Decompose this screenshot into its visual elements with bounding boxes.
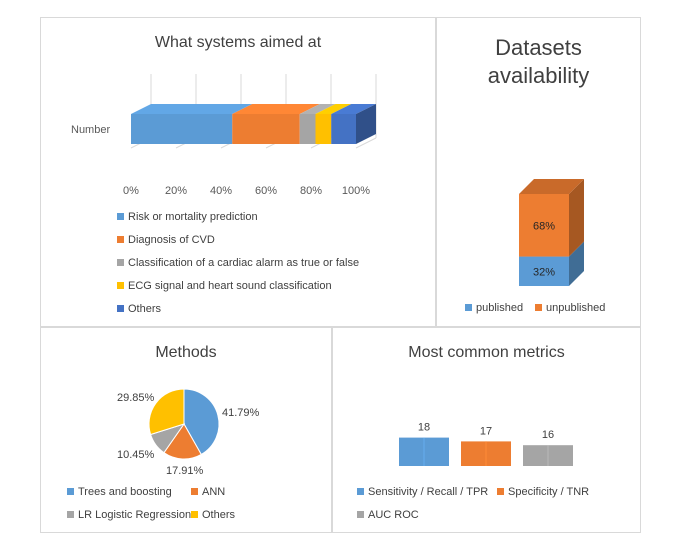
bar-segment-classification-of-a-cardiac-alarm-as-true-or-false [299,104,336,144]
bar-front-face [315,114,332,144]
x-tick-label: 0% [123,185,139,197]
slice-label: 17.91% [166,465,204,477]
legend-label: published [476,302,524,314]
metrics-chart-panel: Most common metrics 18 17 16 Sensitivity /… [332,327,641,533]
legend-label: ANN [202,486,226,498]
aims-chart-plot: 0% 20% 40% 60% 80% 100% Number [71,74,377,197]
legend-label: unpublished [546,302,606,314]
bar-top-face [299,104,336,114]
methods-legend-trees-and-boosting: Trees and boosting [67,486,172,498]
legend-swatch [117,304,124,312]
bar-side-face [569,241,584,286]
legend-label: Others [128,303,162,315]
bar-segment-others [331,104,376,144]
category-label: Number [71,124,110,136]
datasets-legend-published: published [465,302,523,314]
methods-legend-others: Others [191,509,235,521]
datasets-chart-panel: Datasets availability 32% 68% published un… [436,17,641,327]
metrics-chart-title: Most common metrics [408,344,565,361]
data-label: 68% [533,220,555,232]
legend-swatch [67,510,74,518]
legend-swatch [67,487,74,495]
legend-swatch [357,487,364,495]
data-label: 32% [533,266,555,278]
legend-swatch [191,487,198,495]
datasets-chart-plot: 32% 68% [519,179,584,286]
legend-label: Others [202,509,236,521]
datasets-chart-title: Datasets availability [487,35,590,88]
legend-label: LR Logistic Regression [78,509,192,521]
legend-swatch [465,303,472,311]
legend-label: Classification of a cardiac alarm as tru… [128,257,360,269]
legend-swatch [535,303,542,311]
bar-top-face [519,179,584,194]
bar-top-face [232,104,320,114]
methods-chart-title: Methods [155,344,217,361]
methods-legend-ann: ANN [191,486,225,498]
bar-top-face [131,104,253,114]
bar-front-face [331,114,356,144]
legend-label: Trees and boosting [78,486,172,498]
legend-label: Sensitivity / Recall / TPR [368,486,489,498]
legend-swatch [117,258,124,266]
bar-front-face [519,256,569,286]
pie-slice-others [148,388,185,436]
legend-label: Risk or mortality prediction [128,211,258,223]
aims-legend-classification-of-a-cardiac-alarm-as-true-or-false: Classification of a cardiac alarm as tru… [117,257,359,269]
slice-label: 29.85% [117,392,155,404]
aims-legend-others: Others [117,303,161,315]
legend-label: AUC ROC [368,509,419,521]
legend-label: Specificity / TNR [508,486,590,498]
bar-top-face [315,104,352,114]
datasets-legend-unpublished: unpublished [535,302,605,314]
aims-legend-diagnosis-of-cvd: Diagnosis of CVD [117,234,215,246]
metrics-legend-specificity-tnr: Specificity / TNR [497,486,589,498]
metrics-legend-auc-roc: AUC ROC [357,509,419,521]
bar-front-face [519,194,569,257]
data-label: 16 [542,429,554,441]
legend-swatch [117,235,124,243]
slice-label: 10.45% [117,449,155,461]
bar-side-face [356,104,376,144]
bar-front-face [232,114,300,144]
legend-label: ECG signal and heart sound classificatio… [128,280,332,292]
bar-segment-diagnosis-of-cvd [232,104,320,144]
bar-front-face [131,114,233,144]
metrics-chart-plot: 18 17 16 [399,422,573,466]
x-tick-label: 20% [165,185,187,197]
methods-chart-plot: 41.79% 17.91% 10.45% 29.85% [117,388,260,477]
bar-front-face [299,114,316,144]
slice-label: 41.79% [222,407,260,419]
pie-slice-trees-and-boosting [183,388,220,456]
data-label: 18 [418,422,430,434]
methods-chart-panel: Methods 41.79% 17.91% 10.45% 29.85% Trees a… [40,327,332,533]
aims-chart-title: What systems aimed at [154,34,322,51]
aims-legend-risk-or-mortality-prediction: Risk or mortality prediction [117,211,258,223]
aims-legend-ecg-signal-and-heart-sound-classification: ECG signal and heart sound classificatio… [117,280,332,292]
bar-top-face [331,104,376,114]
legend-swatch [357,510,364,518]
metrics-legend-sensitivity-recall-tpr: Sensitivity / Recall / TPR [357,486,488,498]
stack-segment-published [519,241,584,286]
stack-segment-unpublished [519,179,584,257]
data-label: 17 [480,425,492,437]
bar-segment-risk-or-mortality-prediction [131,104,253,144]
x-tick-label: 60% [255,185,277,197]
bar-segment-ecg-signal-and-heart-sound-classification [315,104,352,144]
legend-swatch [497,487,504,495]
legend-label: Diagnosis of CVD [128,234,215,246]
x-tick-label: 80% [300,185,322,197]
bar-side-face [569,179,584,257]
aims-chart-panel: What systems aimed at 0% 20% 40% 60% 80% 100%… [40,17,436,327]
legend-swatch [117,212,124,220]
methods-legend-lr-logistic-regression: LR Logistic Regression [67,509,191,521]
x-tick-label: 40% [210,185,232,197]
gridline-floor [355,137,377,149]
legend-swatch [117,281,124,289]
legend-swatch [191,510,198,518]
x-tick-label: 100% [342,185,370,197]
